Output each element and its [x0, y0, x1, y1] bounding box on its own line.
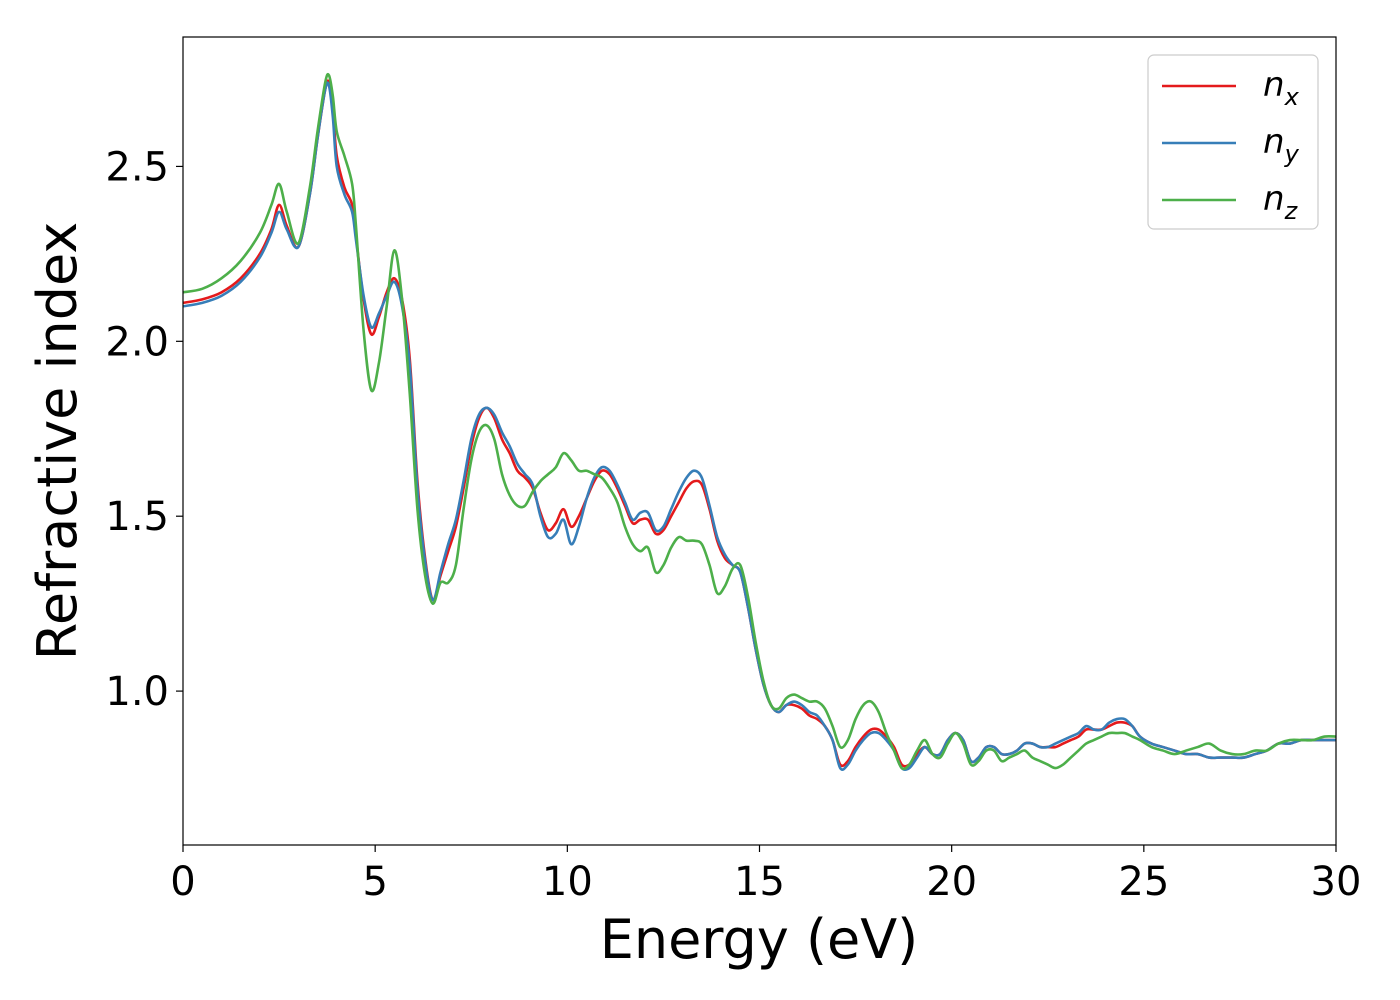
x-tick-label: 15	[734, 859, 785, 905]
y-tick-label: 2.5	[105, 144, 169, 190]
x-tick-label: 0	[170, 859, 195, 905]
x-axis-label: Energy (eV)	[600, 908, 919, 971]
y-tick-label: 2.0	[105, 319, 169, 365]
series-layer	[183, 72, 1336, 772]
x-tick-label: 10	[542, 859, 593, 905]
y-axis-ticks: 1.0 1.5 2.0 2.5	[105, 144, 183, 715]
y-tick-label: 1.0	[105, 669, 169, 715]
x-axis-ticks: 0 5 10 15 20 25 30	[170, 845, 1361, 905]
series-line-nz	[183, 72, 1336, 771]
x-tick-label: 5	[362, 859, 387, 905]
x-tick-label: 20	[926, 859, 977, 905]
x-tick-label: 30	[1311, 859, 1362, 905]
x-tick-label: 25	[1118, 859, 1169, 905]
y-tick-label: 1.5	[105, 494, 169, 540]
y-axis-label: Refractive index	[26, 222, 89, 661]
series-line-ny	[183, 81, 1336, 772]
